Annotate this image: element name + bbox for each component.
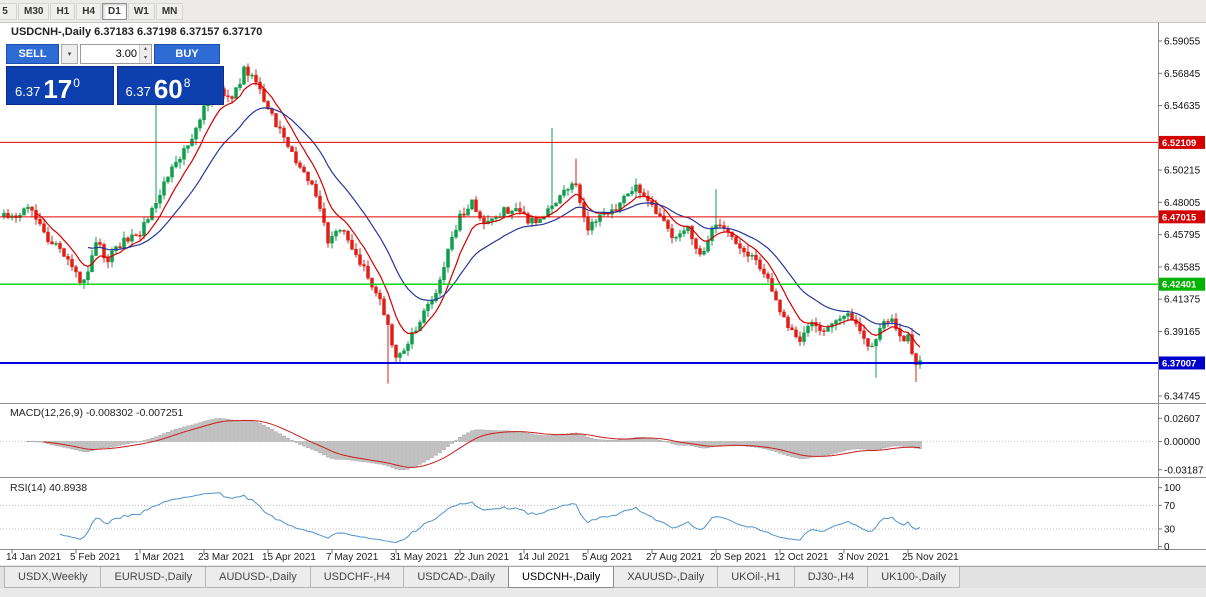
chart-tab-usdcad-daily[interactable]: USDCAD-,Daily bbox=[403, 567, 509, 588]
timeframe-button-h1[interactable]: H1 bbox=[50, 2, 76, 20]
macd-indicator-label: MACD(12,26,9) -0.008302 -0.007251 bbox=[10, 407, 184, 419]
svg-text:30: 30 bbox=[1164, 524, 1176, 535]
date-label: 5 Aug 2021 bbox=[582, 552, 633, 563]
volume-input[interactable] bbox=[81, 45, 139, 63]
timeframe-button-d1[interactable]: D1 bbox=[102, 2, 127, 20]
date-label: 14 Jul 2021 bbox=[518, 552, 570, 563]
sell-price-pips: 17 bbox=[43, 74, 73, 104]
date-label: 7 May 2021 bbox=[326, 552, 379, 563]
svg-text:6.52109: 6.52109 bbox=[1162, 138, 1196, 149]
date-label: 23 Mar 2021 bbox=[198, 552, 255, 563]
timeframe-button-5[interactable]: 5 bbox=[0, 2, 17, 20]
svg-text:-0.03187: -0.03187 bbox=[1164, 465, 1204, 476]
timeframe-button-w1[interactable]: W1 bbox=[127, 2, 155, 20]
date-label: 25 Nov 2021 bbox=[902, 552, 959, 563]
chevron-down-icon: ▾ bbox=[67, 51, 72, 58]
buy-button[interactable]: BUY bbox=[154, 44, 220, 64]
svg-text:6.42401: 6.42401 bbox=[1162, 280, 1197, 291]
svg-text:6.41375: 6.41375 bbox=[1164, 295, 1201, 306]
chart-tab-uk100-daily[interactable]: UK100-,Daily bbox=[867, 567, 961, 588]
date-label: 27 Aug 2021 bbox=[646, 552, 703, 563]
svg-text:6.37007: 6.37007 bbox=[1162, 358, 1196, 369]
buy-price-point: 8 bbox=[183, 76, 191, 90]
date-label: 12 Oct 2021 bbox=[774, 552, 829, 563]
volume-dropdown-button[interactable]: ▾ bbox=[61, 44, 78, 64]
sell-button[interactable]: SELL bbox=[6, 44, 59, 64]
svg-text:6.56845: 6.56845 bbox=[1164, 69, 1201, 80]
chart-tab-usdchf-h4[interactable]: USDCHF-,H4 bbox=[309, 567, 405, 588]
svg-text:6.50215: 6.50215 bbox=[1164, 166, 1201, 177]
volume-field: ▴ ▾ bbox=[80, 44, 152, 64]
sell-price-main: 6.37 bbox=[15, 84, 41, 99]
svg-text:6.54635: 6.54635 bbox=[1164, 101, 1201, 112]
svg-text:0.00000: 0.00000 bbox=[1164, 437, 1201, 448]
date-label: 14 Jan 2021 bbox=[6, 552, 62, 563]
trade-prices-row: 6.37 17 0 6.37 60 8 bbox=[6, 66, 224, 105]
buy-price-display[interactable]: 6.37 60 8 bbox=[116, 66, 224, 105]
sell-price-display[interactable]: 6.37 17 0 bbox=[6, 66, 114, 105]
svg-text:6.39165: 6.39165 bbox=[1164, 327, 1201, 338]
date-label: 5 Feb 2021 bbox=[70, 552, 121, 563]
chart-tab-usdcnh-daily[interactable]: USDCNH-,Daily bbox=[507, 567, 615, 588]
date-label: 31 May 2021 bbox=[390, 552, 448, 563]
timeframe-button-h4[interactable]: H4 bbox=[76, 2, 102, 20]
chart-tab-ukoil-h1[interactable]: UKOil-,H1 bbox=[717, 567, 795, 588]
date-axis: 14 Jan 2021 5 Feb 2021 1 Mar 2021 23 Mar 20… bbox=[0, 552, 1158, 566]
svg-text:6.34745: 6.34745 bbox=[1164, 391, 1201, 402]
svg-text:6.47015: 6.47015 bbox=[1162, 212, 1197, 223]
chart-tab-dj30-h4[interactable]: DJ30-,H4 bbox=[793, 567, 869, 588]
chart-tab-xauusd-daily[interactable]: XAUUSD-,Daily bbox=[613, 567, 719, 588]
svg-text:6.48005: 6.48005 bbox=[1164, 198, 1201, 209]
date-label: 22 Jun 2021 bbox=[454, 552, 510, 563]
chart-tab-usdx-weekly[interactable]: USDX,Weekly bbox=[4, 567, 102, 588]
svg-text:0: 0 bbox=[1164, 542, 1170, 553]
date-label: 20 Sep 2021 bbox=[710, 552, 767, 563]
trade-controls-row: SELL ▾ ▴ ▾ BUY bbox=[6, 44, 224, 64]
svg-text:6.59055: 6.59055 bbox=[1164, 37, 1201, 48]
date-label: 15 Apr 2021 bbox=[262, 552, 316, 563]
svg-text:100: 100 bbox=[1164, 483, 1181, 494]
chart-symbol-period: USDCNH-,Daily bbox=[11, 26, 92, 38]
chart-tab-audusd-daily[interactable]: AUDUSD-,Daily bbox=[205, 567, 311, 588]
svg-text:70: 70 bbox=[1164, 501, 1176, 512]
chart-tab-bar: USDX,Weekly EURUSD-,Daily AUDUSD-,Daily USD… bbox=[0, 566, 1206, 588]
chart-title: USDCNH-,Daily 6.37183 6.37198 6.37157 6.… bbox=[11, 26, 262, 38]
volume-decrease-button[interactable]: ▾ bbox=[140, 54, 151, 63]
timeframe-button-m30[interactable]: M30 bbox=[18, 2, 50, 20]
volume-stepper: ▴ ▾ bbox=[139, 45, 151, 63]
chart-tab-eurusd-daily[interactable]: EURUSD-,Daily bbox=[100, 567, 207, 588]
buy-price-pips: 60 bbox=[153, 74, 183, 104]
date-label: 3 Nov 2021 bbox=[838, 552, 890, 563]
svg-text:6.43585: 6.43585 bbox=[1164, 262, 1201, 273]
timeframe-toolbar: 5 M30 H1 H4 D1 W1 MN bbox=[0, 0, 1206, 23]
sell-price-point: 0 bbox=[73, 76, 80, 90]
buy-price-main: 6.37 bbox=[125, 84, 151, 99]
timeframe-button-mn[interactable]: MN bbox=[155, 2, 184, 20]
chart-ohlc-values: 6.37183 6.37198 6.37157 6.37170 bbox=[94, 26, 263, 38]
svg-text:6.45795: 6.45795 bbox=[1164, 230, 1201, 241]
date-label: 1 Mar 2021 bbox=[134, 552, 185, 563]
volume-increase-button[interactable]: ▴ bbox=[140, 45, 151, 54]
rsi-indicator-label: RSI(14) 40.8938 bbox=[10, 482, 88, 494]
svg-text:0.02607: 0.02607 bbox=[1164, 414, 1201, 425]
